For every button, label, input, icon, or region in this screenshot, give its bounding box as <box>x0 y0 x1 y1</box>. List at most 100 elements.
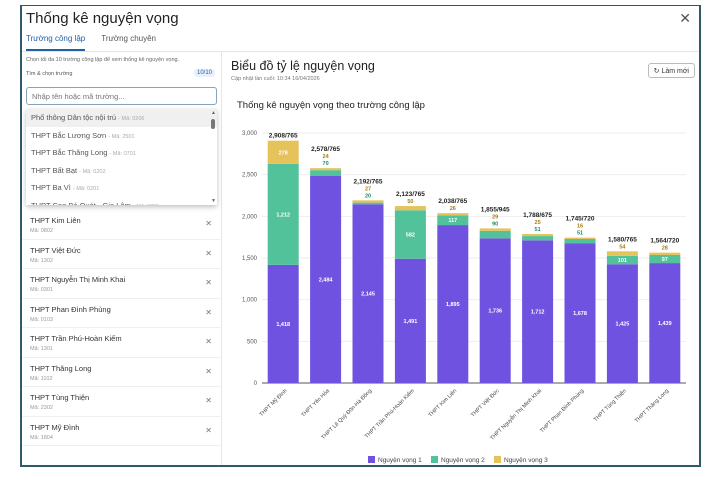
school-name: THPT Phan Đình Phùng <box>30 304 111 314</box>
bar-segment-3[interactable] <box>267 140 299 164</box>
remove-school-icon[interactable]: ✕ <box>205 307 212 317</box>
bar-segment-2[interactable] <box>649 255 681 264</box>
school-code: Mã: 0802 <box>30 228 53 234</box>
selected-school-item: THPT Việt Đức Mã: 1302 ✕ <box>22 240 222 269</box>
dropdown-option[interactable]: THPT Bắc Lương Sơn - Mã: 2501 <box>26 127 217 145</box>
selected-school-item: THPT Tùng Thiện Mã: 2302 ✕ <box>22 387 222 417</box>
bar-segment-3[interactable] <box>310 168 342 171</box>
bar-segment-1[interactable] <box>606 264 638 383</box>
bar-segment-2[interactable] <box>564 238 596 244</box>
refresh-button[interactable]: ↻ Làm mới <box>647 63 695 78</box>
bar-segment-2[interactable] <box>437 215 469 226</box>
scroll-down-icon[interactable]: ▼ <box>211 198 216 204</box>
bar-value-label: 582 <box>406 233 415 239</box>
bar-segment-2[interactable] <box>267 163 299 265</box>
school-dropdown: Phổ thông Dân tộc nội trú - Mã: 0206 THPT… <box>26 109 217 205</box>
bar-segment-1[interactable] <box>522 240 554 383</box>
bar-value-label: 26 <box>450 206 456 212</box>
dropdown-option[interactable]: THPT Cao Bá Quát - Gia Lâm - Mã: 0801 <box>26 197 217 206</box>
bar-segment-1[interactable] <box>564 243 596 383</box>
bar-segment-3[interactable] <box>564 237 596 239</box>
bar-segment-1[interactable] <box>394 258 426 383</box>
legend-label[interactable]: Nguyện vọng 3 <box>504 457 548 464</box>
bar-total-label: 2,192/765 <box>354 178 383 185</box>
remove-school-icon[interactable]: ✕ <box>205 366 212 376</box>
bar-segment-2[interactable] <box>310 170 342 176</box>
bar-segment-2[interactable] <box>522 236 554 241</box>
bar-segment-3[interactable] <box>606 251 638 256</box>
bar-segment-2[interactable] <box>606 255 638 265</box>
bar-segment-3[interactable] <box>522 234 554 237</box>
bar-value-label: 51 <box>535 227 541 233</box>
scrollbar-thumb[interactable] <box>211 119 215 129</box>
bar-value-label: 70 <box>323 161 329 167</box>
selected-school-item: THPT Mỹ Đình Mã: 1804 ✕ <box>22 417 222 446</box>
bar-segment-3[interactable] <box>437 213 469 216</box>
bar-segment-2[interactable] <box>479 230 511 239</box>
bar-segment-1[interactable] <box>310 176 342 383</box>
bar-segment-3[interactable] <box>649 252 681 255</box>
statistics-dialog: Thống kê nguyện vọng ✕ Trường công lập T… <box>20 5 701 467</box>
dropdown-scrollbar[interactable]: ▲ ▼ <box>209 109 217 205</box>
bar-segment-2[interactable] <box>394 210 426 259</box>
bar-segment-1[interactable] <box>352 204 384 383</box>
bar-total-label: 1,564/720 <box>650 238 679 245</box>
bar-segment-3[interactable] <box>352 200 384 203</box>
bar-value-label: 54 <box>619 244 626 250</box>
legend-label[interactable]: Nguyện vọng 2 <box>441 457 485 464</box>
divider <box>22 51 699 52</box>
selected-school-item: THPT Kim Liên Mã: 0802 ✕ <box>22 210 222 240</box>
dropdown-option[interactable]: Phổ thông Dân tộc nội trú - Mã: 0206 <box>26 109 217 127</box>
chart-panel: Biểu đồ tỷ lệ nguyện vọng Cập nhật lần c… <box>223 52 699 465</box>
bar-segment-3[interactable] <box>394 206 426 211</box>
option-code: - Mã: 0801 <box>133 204 159 206</box>
bar-value-label: 16 <box>577 224 583 230</box>
y-tick-label: 1,000 <box>242 298 258 304</box>
school-name: THPT Tùng Thiện <box>30 393 90 402</box>
remove-school-icon[interactable]: ✕ <box>205 396 212 405</box>
school-code: Mã: 1302 <box>30 257 53 264</box>
x-tick-label: THPT Mỹ Đình <box>259 388 289 418</box>
bar-value-label: 1,678 <box>573 311 587 317</box>
bar-segment-3[interactable] <box>479 228 511 231</box>
remove-school-icon[interactable]: ✕ <box>205 248 212 258</box>
school-code: Mã: 2302 <box>30 405 53 411</box>
remove-school-icon[interactable]: ✕ <box>205 337 212 346</box>
x-tick-label: THPT Việt Đức <box>470 388 501 419</box>
close-icon[interactable]: ✕ <box>679 10 691 26</box>
bar-value-label: 50 <box>407 199 413 205</box>
dropdown-option[interactable]: THPT Bắc Thăng Long - Mã: 0701 <box>26 144 217 162</box>
legend-label[interactable]: Nguyện vọng 1 <box>378 457 422 464</box>
y-tick-label: 1,500 <box>242 256 258 262</box>
bar-segment-1[interactable] <box>267 264 299 383</box>
selected-school-list: THPT Kim Liên Mã: 0802 ✕ THPT Việt Đức Mã: 1… <box>22 210 222 446</box>
bar-value-label: 1,712 <box>531 310 545 316</box>
bar-total-label: 1,745/720 <box>566 216 595 223</box>
bar-value-label: 1,491 <box>404 319 418 325</box>
remove-school-icon[interactable]: ✕ <box>205 278 212 287</box>
bar-segment-1[interactable] <box>649 263 681 383</box>
option-code: - Mã: 0701 <box>109 151 136 157</box>
remove-school-icon[interactable]: ✕ <box>205 425 212 435</box>
school-search-input[interactable] <box>26 87 217 105</box>
bar-segment-2[interactable] <box>352 202 384 205</box>
tab-specialized-schools[interactable]: Trường chuyên <box>101 34 157 43</box>
bar-total-label: 2,578/765 <box>311 146 340 153</box>
x-tick-label: THPT Tùng Thiện <box>593 388 628 423</box>
school-code: Mã: 1301 <box>30 346 53 352</box>
x-tick-label: THPT Yên Hòa <box>301 388 332 419</box>
dropdown-option[interactable]: THPT Bất Bạt - Mã: 0202 <box>26 162 217 180</box>
bar-total-label: 2,123/765 <box>396 191 425 198</box>
scroll-up-icon[interactable]: ▲ <box>211 110 216 116</box>
tab-public-schools[interactable]: Trường công lập <box>26 34 86 51</box>
school-code: Mã: 1804 <box>30 434 53 441</box>
bar-segment-1[interactable] <box>479 238 511 383</box>
remove-school-icon[interactable]: ✕ <box>205 219 212 228</box>
bar-total-label: 2,038/765 <box>438 198 467 205</box>
bar-value-label: 1,212 <box>276 212 290 218</box>
option-code: - Mã: 0206 <box>118 116 145 122</box>
dropdown-option[interactable]: THPT Ba Vì - Mã: 0201 <box>26 179 217 197</box>
option-name: THPT Bất Bạt <box>31 165 78 175</box>
bar-segment-1[interactable] <box>437 225 469 383</box>
school-code: Mã: 0103 <box>30 316 53 323</box>
